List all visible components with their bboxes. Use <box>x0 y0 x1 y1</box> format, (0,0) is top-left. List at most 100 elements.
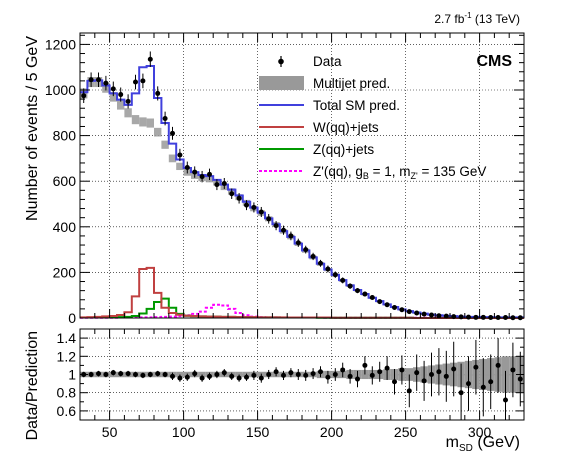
ratio-y-tick-label-3: 1.2 <box>57 348 77 364</box>
ratio-point-10 <box>155 371 161 377</box>
data-point-16 <box>199 174 205 180</box>
ratio-point-5 <box>118 371 124 377</box>
data-point-53 <box>473 314 479 320</box>
ratio-point-21 <box>236 375 242 381</box>
data-point-24 <box>258 209 264 215</box>
ratio-point-49 <box>443 373 449 379</box>
data-point-47 <box>429 312 434 318</box>
ratio-point-6 <box>125 371 131 377</box>
legend-label-data: Data <box>313 54 342 69</box>
main-y-tick-label-0: 0 <box>68 310 76 326</box>
ratio-point-26 <box>273 369 279 375</box>
data-points <box>81 51 523 321</box>
data-point-13 <box>177 152 183 158</box>
ratio-point-29 <box>295 372 301 377</box>
ratio-point-1 <box>88 372 94 377</box>
data-point-19 <box>221 180 227 186</box>
x-tick-label-4: 250 <box>394 424 418 440</box>
ratio-y-axis-title: Data/Prediction <box>24 331 41 440</box>
ratio-point-2 <box>96 371 101 377</box>
multijet-band-bin-5 <box>117 100 125 110</box>
x-tick-label-2: 150 <box>246 424 270 440</box>
data-point-7 <box>133 79 138 85</box>
legend-entry-data: Data <box>278 54 342 69</box>
x-tick-label-0: 50 <box>102 424 118 440</box>
ratio-points <box>81 338 523 420</box>
main-y-tick-label-5: 1000 <box>45 82 76 98</box>
data-point-12 <box>170 130 175 136</box>
data-point-27 <box>281 227 286 233</box>
data-point-9 <box>147 56 153 62</box>
ratio-point-38 <box>362 362 368 368</box>
ratio-point-34 <box>332 372 338 377</box>
ratio-point-35 <box>340 367 346 373</box>
data-point-20 <box>229 191 235 197</box>
data-point-14 <box>184 165 190 171</box>
ratio-point-8 <box>140 372 146 378</box>
data-point-4 <box>110 86 116 92</box>
ratio-point-41 <box>384 365 390 371</box>
ratio-point-59 <box>517 376 523 382</box>
main-y-tick-label-6: 1200 <box>45 36 76 52</box>
cms-label: CMS <box>476 53 512 70</box>
data-point-52 <box>466 314 471 320</box>
ratio-point-9 <box>147 372 153 377</box>
data-point-11 <box>162 116 168 121</box>
ratio-point-43 <box>399 367 405 373</box>
data-point-28 <box>288 233 294 239</box>
ratio-point-48 <box>436 369 442 375</box>
ratio-point-17 <box>207 373 212 379</box>
ratio-point-22 <box>244 374 249 380</box>
data-point-2 <box>96 77 101 83</box>
multijet-band-bin-8 <box>139 117 147 127</box>
data-point-3 <box>103 80 109 86</box>
legend-entry-wjets: W(qq)+jets <box>259 120 379 135</box>
legend-data-marker <box>278 58 284 65</box>
ratio-point-30 <box>303 372 309 378</box>
x-tick-label-3: 200 <box>320 424 344 440</box>
data-point-25 <box>266 216 272 222</box>
ratio-point-54 <box>480 384 486 390</box>
data-point-17 <box>207 171 212 177</box>
data-point-46 <box>421 311 427 317</box>
ratio-point-56 <box>495 362 501 368</box>
main-y-tick-label-3: 600 <box>53 173 77 189</box>
data-point-1 <box>88 77 94 83</box>
x-axis-title: mSD (GeV) <box>446 434 520 454</box>
data-point-51 <box>458 314 464 320</box>
ratio-point-44 <box>406 388 412 394</box>
legend-entry-zprime: Z'(qq), gB = 1, mZ' = 135 GeV <box>259 164 486 181</box>
data-point-32 <box>318 260 323 266</box>
ratio-point-40 <box>377 369 383 375</box>
ratio-point-11 <box>162 372 168 377</box>
data-point-49 <box>443 313 449 319</box>
ratio-point-58 <box>510 367 516 373</box>
ratio-y-tick-label-1: 0.8 <box>57 385 77 401</box>
ratio-y-tick-label-2: 1 <box>68 367 76 383</box>
legend-label-wjets: W(qq)+jets <box>313 120 379 135</box>
data-point-21 <box>236 195 242 201</box>
data-point-41 <box>384 302 390 308</box>
main-y-tick-label-2: 400 <box>53 219 77 235</box>
ratio-point-28 <box>288 370 294 376</box>
ratio-point-33 <box>325 374 331 380</box>
ratio-point-14 <box>184 374 190 380</box>
legend-label-multijet: Multijet pred. <box>313 76 390 91</box>
ratio-point-23 <box>251 372 257 378</box>
ratio-point-4 <box>110 370 116 376</box>
data-point-15 <box>192 169 198 175</box>
ratio-y-tick-label-4: 1.4 <box>57 330 77 346</box>
data-point-36 <box>347 283 353 289</box>
data-point-10 <box>155 90 161 96</box>
x-tick-label-1: 100 <box>172 424 196 440</box>
ratio-point-42 <box>392 379 397 385</box>
data-point-54 <box>480 314 486 320</box>
data-point-34 <box>332 272 338 278</box>
multijet-band-bin-10 <box>154 127 162 137</box>
ratio-point-46 <box>421 378 427 384</box>
main-y-tick-label-1: 200 <box>53 264 77 280</box>
ratio-point-25 <box>266 372 272 377</box>
data-point-5 <box>118 92 124 98</box>
ratio-point-37 <box>355 376 360 382</box>
